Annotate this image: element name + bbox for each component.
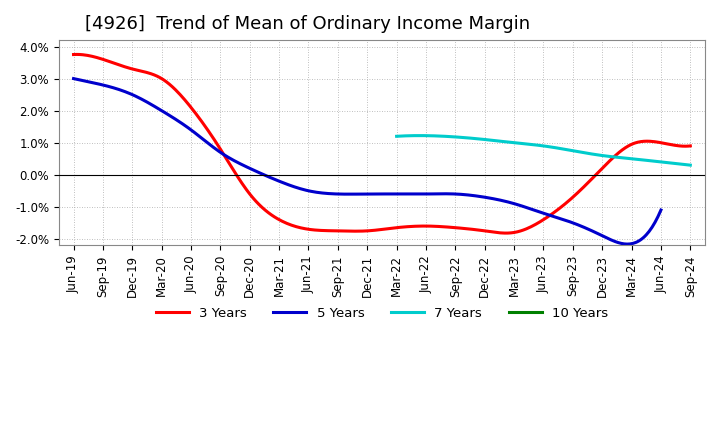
Legend: 3 Years, 5 Years, 7 Years, 10 Years: 3 Years, 5 Years, 7 Years, 10 Years bbox=[150, 301, 613, 325]
Text: [4926]  Trend of Mean of Ordinary Income Margin: [4926] Trend of Mean of Ordinary Income … bbox=[85, 15, 530, 33]
